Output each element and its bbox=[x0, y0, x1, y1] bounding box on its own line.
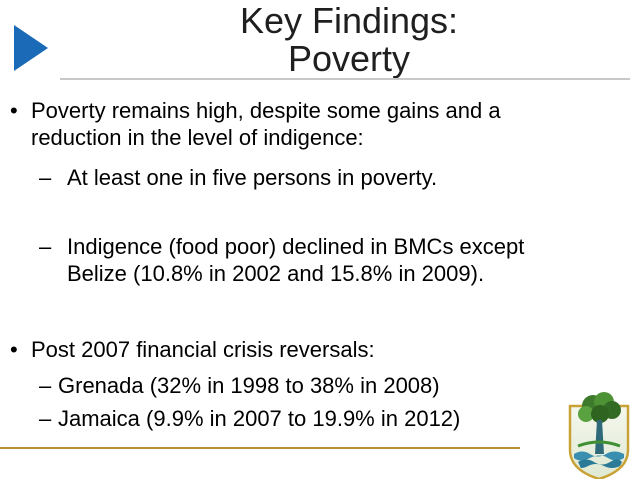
sub-bullet-text-line: Jamaica (9.9% in 2007 to 19.9% in 2012) bbox=[58, 406, 461, 431]
title-divider bbox=[60, 78, 630, 80]
title-line-2: Poverty bbox=[287, 38, 411, 79]
sub-bullet-marker: – bbox=[39, 234, 52, 259]
bullet-text-line: reduction in the level of indigence: bbox=[31, 125, 364, 150]
bullet-marker: • bbox=[10, 98, 18, 123]
bullet-text-line: Post 2007 financial crisis reversals: bbox=[31, 337, 375, 362]
chevron-right-icon bbox=[14, 25, 48, 71]
title-line-1: Key Findings: bbox=[239, 0, 459, 41]
bank-crest-logo-icon bbox=[568, 392, 630, 479]
slide-title: Key Findings: Poverty bbox=[60, 2, 638, 78]
sub-bullet-marker: – bbox=[39, 406, 52, 431]
bullet-marker: • bbox=[10, 337, 18, 362]
sub-bullet-marker: – bbox=[39, 373, 52, 398]
sub-bullet-text-line: At least one in five persons in poverty. bbox=[67, 165, 438, 190]
footer-gold-rule bbox=[0, 447, 520, 449]
sub-bullet-text-line: Belize (10.8% in 2002 and 15.8% in 2009)… bbox=[67, 261, 485, 286]
sub-bullet-marker: – bbox=[39, 165, 52, 190]
sub-bullet-text-line: Grenada (32% in 1998 to 38% in 2008) bbox=[58, 373, 440, 398]
bullet-text-line: Poverty remains high, despite some gains… bbox=[31, 98, 501, 123]
sub-bullet-text-line: Indigence (food poor) declined in BMCs e… bbox=[67, 234, 525, 259]
